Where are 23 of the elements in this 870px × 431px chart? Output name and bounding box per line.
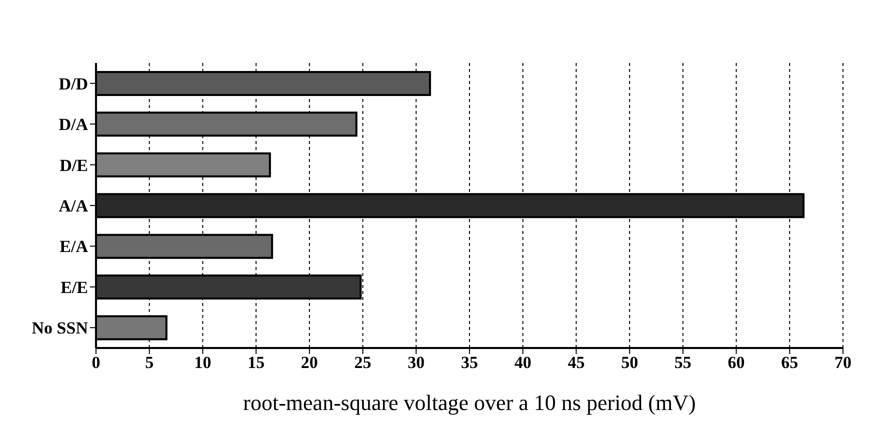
y-tick-label: D/A (58, 115, 89, 134)
x-tick-label: 35 (461, 353, 478, 372)
x-tick-label: 10 (194, 353, 212, 372)
x-tick-label: 55 (674, 353, 692, 372)
y-tick-label: No SSN (32, 318, 89, 338)
y-tick-label: D/E (60, 156, 88, 175)
x-tick-label: 25 (354, 353, 372, 372)
y-tick-label: E/E (60, 278, 88, 297)
x-tick-label: 65 (781, 353, 798, 372)
x-tick-label: 5 (145, 353, 154, 372)
y-tick-label: E/A (60, 237, 89, 256)
x-tick-label: 20 (300, 353, 318, 372)
x-tick-label: 60 (728, 353, 745, 372)
x-tick-label: 30 (408, 353, 425, 372)
x-tick-label: 40 (514, 353, 532, 372)
y-tick-label: A/A (58, 196, 89, 216)
x-tick-label: 0 (92, 353, 100, 372)
x-tick-label: 45 (568, 353, 585, 372)
y-tick-label: D/D (58, 74, 88, 94)
x-tick-label: 15 (248, 353, 265, 372)
x-tick-label: 70 (834, 353, 852, 372)
x-axis-title: root-mean-square voltage over a 10 ns period (mV) (243, 390, 696, 415)
x-tick-label: 50 (621, 353, 638, 372)
